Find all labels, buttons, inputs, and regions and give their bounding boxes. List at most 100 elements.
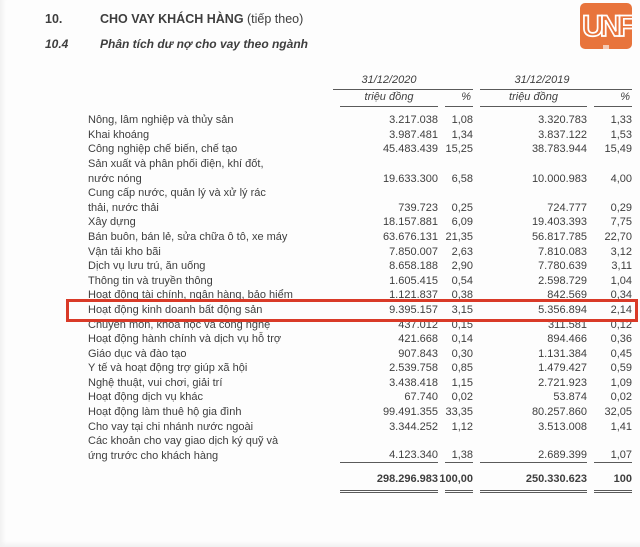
amount-2019: 3.513.008 [538, 420, 587, 433]
industry-label: Công nghiệp chế biến, chế tạo [88, 143, 238, 156]
table-row: Nghệ thuật, vui chơi, giải trí 3.438.418… [88, 376, 632, 391]
pct-2020: 1,08 [451, 114, 473, 127]
amount-2020: 907.843 [398, 347, 438, 360]
unit-header-pct-2019: % [594, 90, 632, 108]
header-spacer [88, 90, 333, 108]
industry-label: Nông, lâm nghiệp và thủy sản [88, 114, 234, 127]
section-title-suffix: (tiếp theo) [243, 12, 304, 26]
amount-2019: 1.479.427 [538, 362, 587, 375]
industry-label: Hoạt động tài chính, ngân hàng, bảo hiểm [88, 289, 293, 302]
amount-2019: 2.689.399 [480, 448, 587, 464]
pct-2020: 15,25 [445, 143, 473, 156]
pct-2020: 2,90 [451, 260, 473, 273]
pct-2020: 6,58 [451, 172, 473, 185]
industry-label: Vận tải kho bãi [88, 245, 161, 258]
amount-2020: 1.605.415 [389, 274, 438, 287]
industry-label: Sản xuất và phân phối điện, khí đốt, nướ… [88, 157, 264, 185]
pct-2019: 1,07 [594, 448, 632, 464]
table-row: Nông, lâm nghiệp và thủy sản 3.217.038 1… [88, 113, 632, 128]
pct-2019: 3,12 [610, 245, 632, 258]
header-spacer [88, 73, 333, 90]
table-row: Giáo dục và đào tạo 907.843 0,30 1.131.3… [88, 347, 632, 362]
total-label [88, 472, 333, 493]
pct-2019: 7,75 [610, 216, 632, 229]
pct-2020: 1,34 [451, 128, 473, 141]
unit-header-row: triệu đồng % triệu đồng % [88, 90, 632, 108]
pct-2019: 1,33 [610, 114, 632, 127]
pct-2019: 3,11 [611, 260, 632, 273]
pct-2020: 3,15 [451, 303, 473, 316]
amount-2020: 19.633.300 [382, 172, 438, 185]
amount-2020: 437.012 [398, 318, 438, 331]
table-row: Xây dựng 18.157.881 6,09 19.403.393 7,75 [88, 215, 632, 230]
amount-2019: 1.131.384 [538, 347, 587, 360]
subsection-number: 10.4 [45, 37, 69, 51]
table-row: Hoạt động làm thuê hộ gia đình 99.491.35… [88, 405, 632, 420]
pct-2019: 1,04 [610, 274, 632, 287]
table-row: Công nghiệp chế biến, chế tạo 45.483.439… [88, 142, 632, 157]
industry-label: Cung cấp nước, quản lý và xử lý rác thải… [88, 187, 266, 214]
pct-2019: 1,41 [610, 420, 632, 433]
loans-by-industry-table: 31/12/2020 31/12/2019 triệu đồng % triệu… [66, 73, 638, 494]
section-number: 10. [45, 12, 63, 26]
period-header-2019: 31/12/2019 [480, 73, 632, 90]
pct-2019: 0,45 [610, 347, 632, 360]
pct-2019: 15,49 [604, 143, 632, 156]
table-row: Hoạt động kinh doanh bất động sản 9.395.… [66, 298, 638, 322]
industry-label: Y tế và hoạt động trợ giúp xã hội [88, 362, 248, 375]
industry-label: Dịch vụ lưu trú, ăn uống [88, 260, 206, 273]
pct-2019: 1,53 [610, 128, 632, 141]
table-row: Khai khoáng 3.987.481 1,34 3.837.122 1,5… [88, 128, 632, 143]
industry-label: Giáo dục và đào tạo [88, 347, 187, 360]
pct-2020: 0,38 [451, 289, 473, 302]
amount-2019: 56.817.785 [531, 230, 587, 243]
section-heading: 10. CHO VAY KHÁCH HÀNG (tiếp theo) [45, 12, 640, 26]
amount-2020: 1.121.837 [389, 289, 438, 302]
table-row: Bán buôn, bán lẻ, sửa chữa ô tô, xe máy … [88, 230, 632, 245]
pct-2019: 0,36 [610, 333, 632, 346]
pct-2020: 0,85 [451, 362, 473, 375]
pct-2020: 0,14 [451, 333, 473, 346]
total-pct-2020: 100,00 [439, 472, 473, 494]
total-row: 298.296.983 100,00 250.330.623 100 [88, 472, 632, 494]
amount-2019: 7.810.083 [538, 245, 587, 258]
table-row: Hoạt động tài chính, ngân hàng, bảo hiểm… [88, 288, 632, 303]
pct-2020: 1,38 [445, 448, 473, 464]
section-title: CHO VAY KHÁCH HÀNG (tiếp theo) [100, 12, 303, 26]
amount-2019: 5.356.894 [538, 303, 587, 316]
pct-2020: 6,09 [451, 216, 473, 229]
industry-label: Xây dựng [88, 216, 136, 229]
table-row: Vận tải kho bãi 7.850.007 2,63 7.810.083… [88, 245, 632, 260]
subsection-title: Phân tích dư nợ cho vay theo ngành [100, 37, 308, 51]
amount-2020: 3.987.481 [389, 128, 438, 141]
industry-label: Hoạt động hành chính và dịch vụ hỗ trợ [88, 333, 282, 346]
pct-2019: 0,59 [610, 362, 632, 375]
pct-2019: 0,12 [610, 318, 632, 331]
period-header-2020: 31/12/2020 [333, 73, 473, 90]
amount-2019: 2.721.923 [538, 376, 587, 389]
table-row: Cho vay tại chi nhánh nước ngoài 3.344.2… [88, 420, 632, 435]
unit-header-pct-2020: % [445, 90, 473, 108]
amount-2020: 63.676.131 [382, 230, 438, 243]
table-row: Chuyên môn, khoa học và công nghệ 437.01… [88, 318, 632, 333]
table-row: Hoạt động dịch vụ khác 67.740 0,02 53.87… [88, 390, 632, 405]
industry-label: Khai khoáng [88, 128, 150, 141]
pct-2019: 0,02 [610, 391, 632, 404]
amount-2019: 7.780.639 [538, 260, 587, 273]
amount-2020: 739.723 [398, 201, 438, 214]
pct-2020: 0,30 [451, 347, 473, 360]
industry-label: Nghệ thuật, vui chơi, giải trí [88, 376, 223, 389]
pct-2020: 0,02 [451, 391, 473, 404]
table-row: Hoạt động hành chính và dịch vụ hỗ trợ 4… [88, 332, 632, 347]
unf-logo: UNF [580, 3, 632, 49]
amount-2020: 18.157.881 [382, 216, 438, 229]
amount-2020: 421.668 [398, 333, 438, 346]
logo-mark [603, 45, 609, 49]
section-title-text: CHO VAY KHÁCH HÀNG [100, 12, 244, 26]
period-header-row: 31/12/2020 31/12/2019 [88, 73, 632, 90]
amount-2020: 45.483.439 [382, 143, 438, 156]
pct-2020: 1,12 [451, 420, 473, 433]
total-pct-2019: 100 [594, 472, 632, 494]
amount-2019: 10.000.983 [531, 172, 587, 185]
pct-2020: 0,15 [451, 318, 473, 331]
